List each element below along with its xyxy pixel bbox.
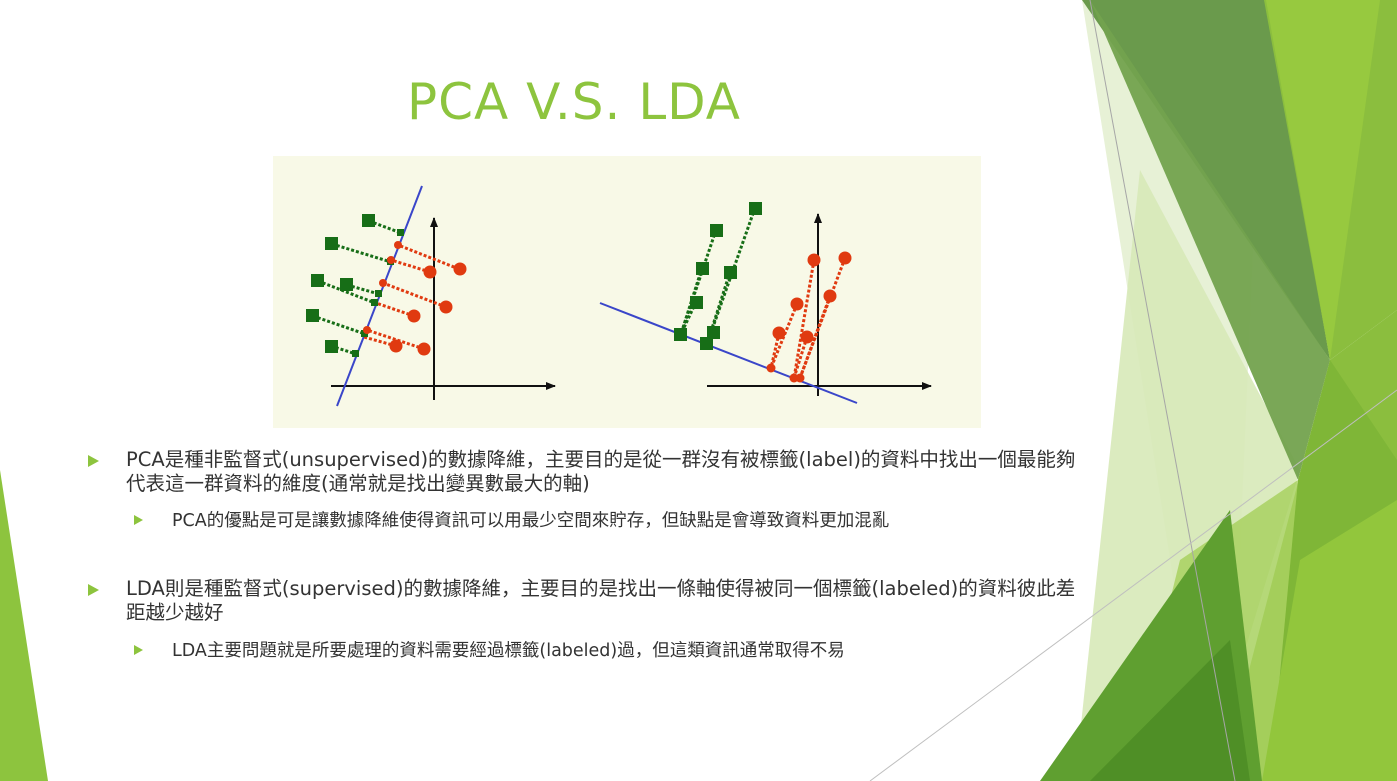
pca-projection-diagram xyxy=(306,185,556,407)
data-point-class-a xyxy=(325,237,338,250)
data-point-class-a xyxy=(710,224,723,237)
data-point-class-b xyxy=(823,289,837,303)
sub-bullet-lda-text: LDA主要問題就是所要處理的資料需要經過標籤(labeled)過，但這類資訊通常… xyxy=(172,641,845,661)
decorative-sliver-left xyxy=(0,470,48,781)
data-point-class-a xyxy=(340,278,353,291)
data-point-class-a xyxy=(306,309,319,322)
sub-bullet-pca: PCA的優點是可是讓數據降維使得資訊可以用最少空間來貯存，但缺點是會導致資料更加… xyxy=(134,509,1078,533)
data-point-class-a xyxy=(362,214,375,227)
data-point-class-b xyxy=(439,300,453,314)
data-point-class-b xyxy=(807,253,821,267)
data-point-class-b xyxy=(790,297,804,311)
sub-bullet-pca-text: PCA的優點是可是讓數據降維使得資訊可以用最少空間來貯存，但缺點是會導致資料更加… xyxy=(172,511,890,531)
triangle-bullet-icon xyxy=(134,645,143,655)
bullet-pca: PCA是種非監督式(unsupervised)的數據降維，主要目的是從一群沒有被… xyxy=(88,448,1078,496)
pca-lda-figure xyxy=(273,156,981,428)
lda-projection-line xyxy=(599,302,858,404)
bullet-list: PCA是種非監督式(unsupervised)的數據降維，主要目的是從一群沒有被… xyxy=(88,448,1078,663)
data-point-class-a xyxy=(724,266,737,279)
triangle-bullet-icon xyxy=(88,455,99,467)
data-point-class-b xyxy=(389,339,403,353)
data-point-class-a xyxy=(700,337,713,350)
data-point-class-a xyxy=(707,326,720,339)
data-point-class-a xyxy=(674,328,687,341)
bullet-pca-text: PCA是種非監督式(unsupervised)的數據降維，主要目的是從一群沒有被… xyxy=(126,448,1076,495)
data-point-class-a xyxy=(696,262,709,275)
data-point-class-b xyxy=(772,326,786,340)
sub-bullet-lda: LDA主要問題就是所要處理的資料需要經過標籤(labeled)過，但這類資訊通常… xyxy=(134,639,1078,663)
lda-projection-diagram xyxy=(599,202,932,404)
data-point-class-b xyxy=(417,342,431,356)
triangle-bullet-icon xyxy=(88,584,99,596)
data-point-class-a xyxy=(311,274,324,287)
data-point-class-b xyxy=(407,309,421,323)
bullet-lda-text: LDA則是種監督式(supervised)的數據降維，主要目的是找出一條軸使得被… xyxy=(126,577,1076,624)
triangle-bullet-icon xyxy=(134,515,143,525)
slide-title: PCA V.S. LDA xyxy=(406,73,742,131)
data-point-class-a xyxy=(690,296,703,309)
bullet-lda: LDA則是種監督式(supervised)的數據降維，主要目的是找出一條軸使得被… xyxy=(88,577,1078,625)
data-point-class-b xyxy=(838,251,852,265)
data-point-class-b xyxy=(453,262,467,276)
data-point-class-b xyxy=(800,330,814,344)
data-point-class-a xyxy=(749,202,762,215)
data-point-class-b xyxy=(423,265,437,279)
data-point-class-a xyxy=(325,340,338,353)
